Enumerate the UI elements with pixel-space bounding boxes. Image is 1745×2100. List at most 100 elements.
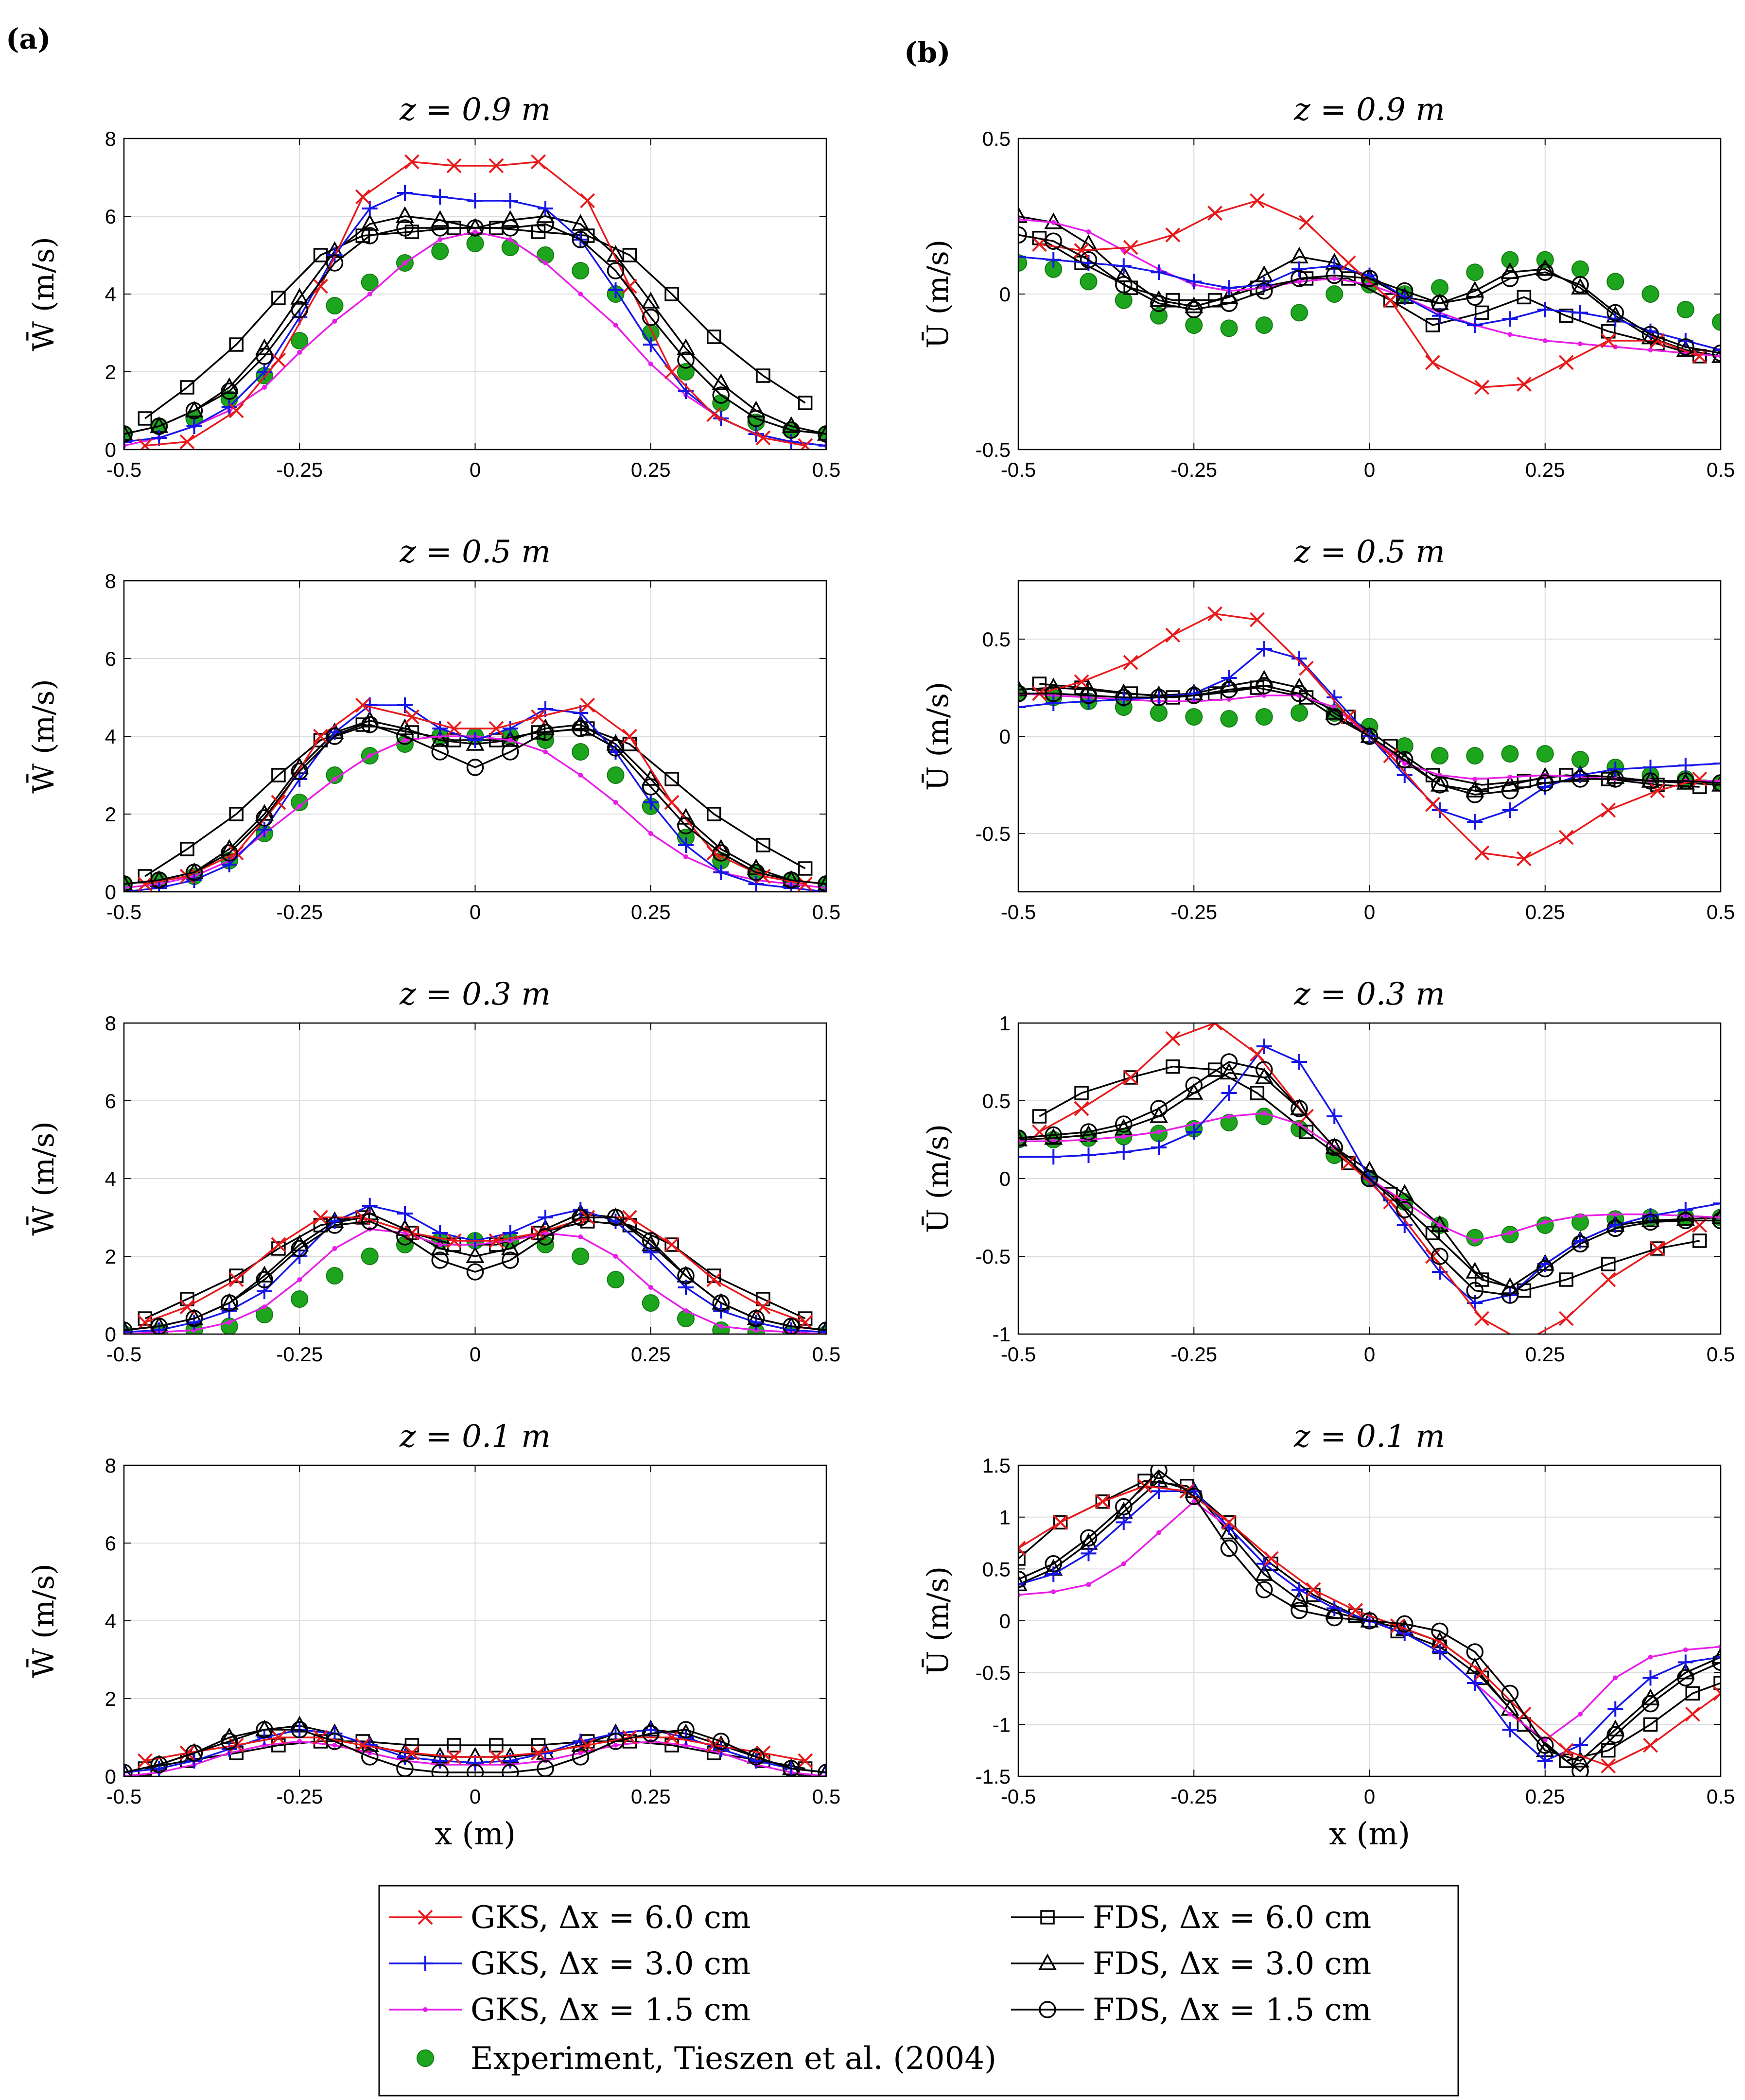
data-point <box>1613 1675 1618 1681</box>
data-point <box>326 1733 344 1750</box>
data-point <box>607 1209 625 1226</box>
data-point <box>1123 1070 1138 1085</box>
data-point <box>431 730 450 747</box>
data-point <box>641 769 660 786</box>
data-point <box>220 839 239 856</box>
data-point <box>1291 704 1308 722</box>
data-point <box>1080 251 1098 269</box>
data-point <box>1571 278 1589 295</box>
data-point <box>1018 685 1027 702</box>
y-tick-label: 2 <box>105 1687 116 1710</box>
data-point <box>1256 677 1273 694</box>
data-point <box>446 158 462 174</box>
legend-entry: GKS, Δx = 1.5 cm <box>389 1992 750 2028</box>
chart-title: z = 0.1 m <box>399 1419 551 1455</box>
y-tick-label: 0 <box>105 1323 116 1346</box>
x-tick-label: 0.5 <box>1707 1343 1735 1366</box>
data-point <box>1220 676 1239 693</box>
data-point <box>1396 1615 1413 1633</box>
data-point <box>1220 710 1238 728</box>
data-point <box>537 1760 554 1776</box>
data-point <box>1018 206 1028 223</box>
data-point <box>1361 1612 1379 1630</box>
data-point <box>798 1311 813 1326</box>
data-point <box>755 430 771 446</box>
data-point <box>1383 748 1398 764</box>
data-point <box>1396 282 1413 300</box>
data-point <box>578 773 583 778</box>
data-point <box>404 1745 419 1761</box>
series-line <box>145 161 805 447</box>
data-point <box>613 323 618 328</box>
x-tick-label: -0.25 <box>276 1343 323 1366</box>
data-point <box>1290 1590 1309 1607</box>
data-point <box>747 400 766 417</box>
data-point <box>782 416 801 433</box>
data-point <box>291 301 308 318</box>
data-point <box>185 1744 203 1762</box>
data-point <box>678 1280 694 1295</box>
data-point <box>221 1733 238 1750</box>
data-point <box>221 844 238 862</box>
data-point <box>664 287 679 301</box>
data-point <box>1502 311 1518 327</box>
data-point <box>332 777 337 781</box>
data-point <box>124 1324 132 1334</box>
x-tick-label: 0 <box>1364 1343 1375 1366</box>
data-point <box>502 743 519 761</box>
data-point <box>1150 295 1168 312</box>
x-tick-label: 0.25 <box>631 1785 671 1808</box>
legend-label: GKS, Δx = 3.0 cm <box>471 1946 750 1982</box>
data-point <box>291 1290 309 1308</box>
y-tick-label: 2 <box>105 361 116 383</box>
data-point <box>137 438 153 450</box>
data-point <box>818 1321 826 1334</box>
data-point <box>1220 1539 1238 1557</box>
data-point <box>1571 260 1589 278</box>
data-point <box>1501 1684 1519 1702</box>
data-point <box>1080 687 1098 704</box>
data-point <box>271 768 286 782</box>
y-tick-label: 0 <box>105 438 116 461</box>
data-point <box>643 1245 659 1260</box>
data-point <box>1472 777 1478 781</box>
data-point <box>360 711 379 728</box>
data-point <box>1326 266 1343 284</box>
data-point <box>255 338 274 355</box>
y-axis-label: Ū (m/s) <box>921 1124 955 1233</box>
data-point <box>1326 1600 1343 1616</box>
data-point <box>431 219 449 237</box>
data-point <box>1396 751 1413 768</box>
data-point <box>1501 745 1519 763</box>
data-point <box>1641 771 1660 788</box>
legend-marker <box>1040 1910 1055 1925</box>
data-point <box>256 347 273 365</box>
data-point <box>1685 1686 1700 1701</box>
data-point <box>607 1733 625 1750</box>
data-point <box>228 403 244 418</box>
data-point <box>1074 1101 1089 1116</box>
legend-label: FDS, Δx = 1.5 cm <box>1093 1992 1371 2028</box>
x-tick-label: 0.5 <box>1707 901 1735 923</box>
data-point <box>747 858 766 875</box>
data-point <box>1537 1753 1553 1769</box>
data-point <box>290 288 309 305</box>
data-point <box>1713 1685 1721 1701</box>
data-point <box>643 337 659 352</box>
data-point <box>1402 761 1407 766</box>
data-point <box>228 1272 244 1287</box>
y-tick-label: 1 <box>999 1012 1011 1035</box>
data-point <box>1151 264 1167 280</box>
series-group <box>124 1198 826 1334</box>
axes-frame <box>1017 1464 1722 1777</box>
data-point <box>1474 1311 1490 1326</box>
data-point <box>783 871 800 889</box>
data-point <box>1502 802 1518 818</box>
data-point <box>747 864 765 881</box>
data-point <box>622 729 637 744</box>
data-point <box>1045 685 1062 702</box>
data-point <box>1383 1187 1398 1201</box>
data-point <box>1572 1737 1588 1753</box>
data-point <box>1115 689 1133 706</box>
data-point <box>1396 1201 1413 1218</box>
